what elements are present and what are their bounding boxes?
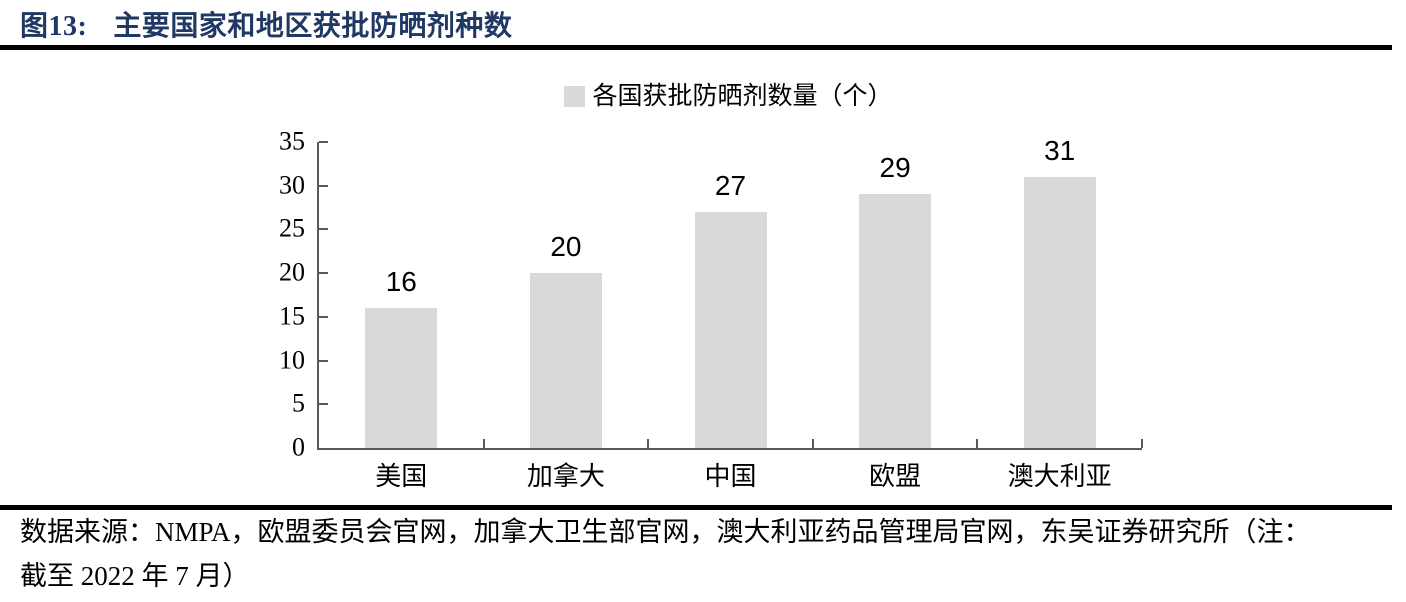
x-axis-category-label: 美国: [375, 462, 428, 491]
y-axis-tick-label: 5: [292, 388, 305, 418]
x-axis-tick: [647, 439, 650, 448]
y-axis-tick-label: 35: [279, 126, 305, 156]
y-axis-tick: [319, 315, 328, 318]
x-axis-tick: [811, 439, 814, 448]
legend-color-swatch-icon: [564, 86, 586, 107]
y-axis-tick: [319, 359, 328, 362]
y-axis-tick-label: 15: [279, 301, 305, 331]
source-text-line-1: 数据来源：NMPA，欧盟委员会官网，加拿大卫生部官网，澳大利亚药品管理局官网，东…: [20, 517, 1311, 547]
plot-area: 0 5 10 15 20 25 30 35 16 美国 20 加拿大 27 中国 29 欧盟 31 澳大利亚: [279, 128, 1143, 490]
y-axis-tick: [319, 184, 328, 187]
x-axis-tick: [482, 439, 485, 448]
y-axis-tick-label: 10: [279, 345, 305, 375]
bar: [859, 194, 932, 448]
bar: [694, 211, 767, 448]
x-axis-tick: [976, 439, 979, 448]
figure-title-row: 图13: 主要国家和地区获批防晒剂种数: [20, 4, 512, 44]
x-axis-category-label: 加拿大: [526, 462, 605, 491]
x-axis-category-label: 中国: [704, 462, 757, 491]
bar-value-label: 29: [879, 152, 911, 184]
x-axis-tick: [1141, 439, 1143, 448]
figure-number: 图13:: [20, 11, 88, 42]
bar-value-label: 27: [714, 169, 747, 201]
bar-value-label: 20: [550, 231, 582, 263]
footer-divider: [0, 505, 1392, 510]
y-axis-tick: [319, 272, 328, 275]
figure-title: 主要国家和地区获批防晒剂种数: [113, 11, 513, 42]
y-axis-tick: [319, 141, 328, 143]
y-axis-tick-label: 0: [292, 432, 305, 462]
x-axis-category-label: 澳大利亚: [1007, 462, 1112, 491]
y-axis-tick: [319, 228, 328, 231]
x-axis-category-label: 欧盟: [869, 462, 922, 491]
chart-legend: 各国获批防晒剂数量（个）: [317, 84, 1140, 109]
y-axis-tick-label: 25: [279, 213, 305, 243]
legend-label: 各国获批防晒剂数量（个）: [592, 83, 893, 110]
header-divider: [0, 45, 1392, 50]
bar-value-label: 16: [385, 266, 417, 298]
bar: [529, 273, 602, 448]
source-text-line-2: 截至 2022 年 7 月）: [20, 561, 250, 591]
bar: [365, 308, 438, 448]
y-axis-tick-label: 30: [279, 170, 305, 200]
bar: [1023, 176, 1096, 448]
y-axis-tick-label: 20: [279, 257, 305, 287]
y-axis-tick: [319, 403, 328, 406]
bar-value-label: 31: [1044, 134, 1076, 166]
